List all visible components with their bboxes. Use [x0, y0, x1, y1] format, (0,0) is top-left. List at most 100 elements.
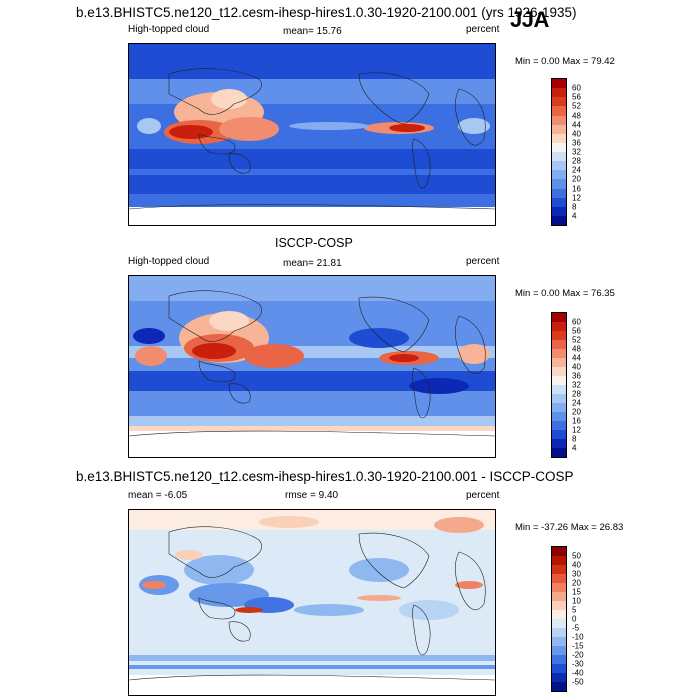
panel1-colorbar-tick-label: 40 [572, 129, 581, 139]
panel2-colorbar-swatch [552, 439, 566, 448]
panel2-variable: High-topped cloud [128, 256, 210, 267]
panel1-colorbar [551, 78, 567, 226]
panel1-colorbar-swatch [552, 106, 566, 116]
panel2-mean: mean= 21.81 [283, 258, 342, 269]
panel3-colorbar-tick-label: -50 [572, 677, 584, 687]
panel1-colorbar-swatch [552, 188, 566, 198]
panel2-colorbar-tick-label: 8 [572, 434, 577, 444]
panel3-colorbar-tick-label: -5 [572, 623, 580, 633]
panel2-colorbar-tick-label: 4 [572, 443, 577, 453]
panel1-colorbar-tick-label: 16 [572, 184, 581, 193]
panel2-colorbar-swatch [552, 358, 566, 367]
panel1-units: percent [466, 24, 500, 35]
panel3-colorbar-tick-label: 50 [572, 551, 581, 561]
panel3-colorbar-swatch [552, 637, 566, 646]
panel1-variable: High-topped cloud [128, 24, 210, 35]
panel1-mean: mean= 15.76 [283, 26, 342, 37]
panel2-colorbar-swatch [552, 448, 566, 457]
panel2-colorbar-tick-label: 24 [572, 398, 581, 408]
panel3-colorbar-tick-label: 20 [572, 578, 581, 588]
panel1-colorbar-tick-label: 28 [572, 156, 581, 166]
panel3-colorbar-swatch [552, 601, 566, 610]
panel2-colorbar-tick-label: 56 [572, 326, 581, 336]
panel3-mean: mean = -6.05 [128, 490, 188, 501]
panel1-colorbar-tick-label: 24 [572, 165, 581, 175]
panel2-colorbar [551, 312, 567, 458]
panel3-colorbar-tick-label: -40 [572, 668, 584, 678]
panel2-colorbar-swatch [552, 412, 566, 421]
panel1-colorbar-swatch [552, 133, 566, 143]
panel1-colorbar-swatch [552, 206, 566, 216]
panel3-colorbar-swatch [552, 646, 566, 655]
panel1-colorbar-swatch [552, 161, 566, 171]
panel3-colorbar-tick-label: -10 [572, 632, 584, 642]
panel2-colorbar-swatch [552, 367, 566, 376]
panel1-colorbar-tick-label: 60 [572, 83, 581, 93]
panel3-colorbar-tick-label: 0 [572, 614, 577, 624]
panel2-colorbar-tick-label: 44 [572, 353, 581, 363]
panel2-minmax: Min = 0.00 Max = 76.35 [515, 288, 615, 299]
panel3-minmax: Min = -37.26 Max = 26.83 [515, 522, 624, 533]
panel3-colorbar-swatch [552, 592, 566, 601]
panel1-colorbar-tick-label: 4 [572, 211, 577, 221]
panel1-colorbar-swatch [552, 197, 566, 207]
panel3-coastlines [129, 526, 495, 681]
panel1-minmax: Min = 0.00 Max = 79.42 [515, 56, 615, 67]
panel1-colorbar-tick-label: 36 [572, 138, 581, 148]
panel2-colorbar-swatch [552, 394, 566, 403]
panel3-colorbar-swatch [552, 556, 566, 565]
panel1-coastlines [129, 68, 495, 210]
panel3-colorbar-swatch [552, 619, 566, 628]
panel1-colorbar-swatch [552, 215, 566, 225]
panel2-colorbar-swatch [552, 385, 566, 394]
panel1-colorbar-tick-label: 48 [572, 111, 581, 120]
panel3-colorbar-swatch [552, 673, 566, 682]
panel3-colorbar-tick-label: -30 [572, 659, 584, 669]
panel2-map [128, 275, 496, 458]
panel1-colorbar-swatch [552, 142, 566, 152]
panel2-colorbar-swatch [552, 313, 566, 322]
panel1-colorbar-tick-label: 20 [572, 174, 581, 184]
panel3-map [128, 509, 496, 696]
panel1-colorbar-swatch [552, 152, 566, 162]
panel3-colorbar-tick-label: -20 [572, 650, 584, 660]
panel3-colorbar-tick-label: 15 [572, 587, 581, 597]
panel2-colorbar-swatch [552, 403, 566, 412]
panel1-colorbar-swatch [552, 79, 566, 89]
panel1-colorbar-swatch [552, 179, 566, 189]
panel3-colorbar [551, 546, 567, 692]
panel3-units: percent [466, 490, 500, 501]
panel1-colorbar-tick-label: 32 [572, 147, 581, 157]
panel3-colorbar-swatch [552, 565, 566, 574]
panel3-colorbar-swatch [552, 574, 566, 583]
panel2-colorbar-tick-label: 52 [572, 335, 581, 345]
panel1-colorbar-swatch [552, 124, 566, 134]
panel1-colorbar-tick-label: 8 [572, 202, 577, 212]
panel2-colorbar-swatch [552, 331, 566, 340]
panel1-map [128, 43, 496, 226]
panel3-colorbar-tick-label: 5 [572, 605, 577, 615]
panel2-colorbar-swatch [552, 421, 566, 430]
panel3-colorbar-tick-label: -15 [572, 641, 584, 651]
panel3-colorbar-swatch [552, 583, 566, 592]
panel1-colorbar-tick-label: 44 [572, 120, 581, 130]
panel1-colorbar-tick-label: 56 [572, 92, 581, 102]
panel3-rmse: rmse = 9.40 [285, 490, 339, 501]
panel3-colorbar-swatch [552, 655, 566, 664]
panel1-colorbar-swatch [552, 170, 566, 180]
panel2-colorbar-tick-label: 20 [572, 407, 581, 417]
panel1-colorbar-swatch [552, 115, 566, 125]
panel3-colorbar-swatch [552, 682, 566, 691]
panel2-colorbar-swatch [552, 430, 566, 439]
panel3-colorbar-tick-label: 30 [572, 569, 581, 579]
panel2-colorbar-tick-label: 32 [572, 380, 581, 390]
panel3-map-field [129, 510, 495, 695]
panel2-coastlines [129, 290, 495, 437]
panel2-units: percent [466, 256, 500, 267]
panel3-colorbar-swatch [552, 664, 566, 673]
panel2-colorbar-tick-label: 36 [572, 371, 581, 381]
panel3-colorbar-swatch [552, 610, 566, 619]
panel1-colorbar-swatch [552, 88, 566, 98]
season-label: JJA [510, 7, 549, 32]
panel2-title: ISCCP-COSP [275, 236, 353, 250]
